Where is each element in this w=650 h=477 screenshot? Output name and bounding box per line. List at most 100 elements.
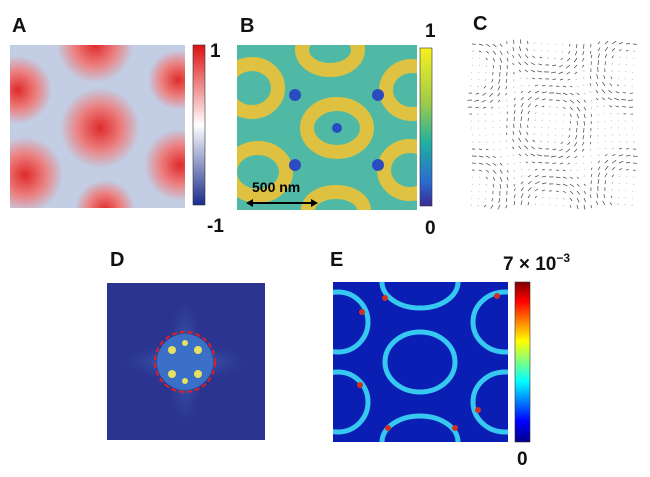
vector-arrow — [497, 204, 501, 210]
vector-arrow — [597, 59, 600, 66]
vector-arrow — [589, 155, 592, 158]
vector-arrow — [512, 138, 515, 143]
vector-arrow — [485, 64, 487, 67]
vector-arrow — [485, 57, 488, 61]
vector-arrow — [603, 113, 606, 115]
vector-arrow — [518, 53, 522, 59]
vector-arrow — [490, 204, 494, 209]
vector-arrow — [534, 104, 538, 108]
colorbar-max-exponent: −3 — [556, 251, 570, 265]
vector-arrow — [527, 40, 529, 45]
vector-arrow — [559, 148, 564, 152]
vector-arrow — [527, 201, 530, 206]
vector-arrow — [498, 197, 501, 203]
vector-arrow — [513, 103, 516, 108]
colorbar-min: 0 — [517, 449, 528, 470]
vector-arrow — [505, 139, 508, 143]
vector-arrow — [569, 113, 572, 117]
vector-arrow — [603, 194, 606, 199]
vector-arrow — [520, 84, 523, 87]
vector-arrow — [583, 197, 586, 202]
vector-arrow — [485, 176, 488, 180]
vector-arrow — [574, 50, 578, 56]
vector-arrow — [534, 84, 538, 87]
vector-arrow — [499, 169, 503, 174]
vector-arrow — [589, 194, 592, 199]
vector-arrow — [541, 119, 543, 122]
vector-arrow — [513, 85, 515, 88]
vector-arrow — [520, 175, 523, 178]
vector-arrow — [618, 56, 621, 59]
vector-arrow — [583, 92, 586, 95]
vector-arrow — [604, 40, 609, 45]
vector-arrow — [610, 113, 613, 115]
panel-label: E — [330, 249, 343, 271]
vector-arrow — [512, 146, 515, 150]
vector-arrow — [555, 197, 558, 199]
vector-arrow — [625, 63, 628, 66]
vector-arrow — [532, 139, 536, 143]
vector-arrow — [519, 161, 522, 164]
vector-arrow — [589, 90, 592, 94]
vector-arrow — [573, 57, 578, 63]
vector-arrow — [589, 148, 592, 151]
vector-arrow — [499, 176, 503, 182]
vector-arrow — [560, 141, 564, 145]
vector-arrow — [576, 120, 578, 126]
vector-arrow — [513, 176, 515, 180]
vector-arrow — [610, 195, 613, 199]
vector-arrow — [583, 99, 587, 103]
vector-arrow — [492, 43, 497, 48]
vector-arrow — [618, 49, 622, 52]
vector-arrow — [555, 120, 557, 123]
vector-arrow — [611, 181, 614, 185]
colorbar-max: 7 × 10−3 — [503, 251, 570, 275]
vector-arrow — [611, 147, 615, 150]
vector-arrow — [568, 50, 571, 54]
vector-arrow — [590, 113, 593, 117]
vector-arrow — [596, 105, 599, 108]
vector-arrow — [554, 134, 557, 136]
vector-arrow — [483, 85, 487, 89]
vector-arrow — [492, 169, 497, 174]
vector-arrow — [558, 71, 564, 75]
vector-arrow — [576, 99, 581, 104]
vector-arrow — [581, 148, 585, 152]
vector-arrow — [484, 197, 487, 201]
vector-arrow — [597, 166, 601, 171]
vector-arrow — [541, 182, 547, 185]
vector-arrow — [561, 134, 564, 137]
vector-arrow — [597, 47, 601, 52]
vector-arrow — [538, 63, 543, 66]
vector-arrow — [583, 113, 586, 119]
vector-arrow — [474, 99, 480, 102]
vector-arrow — [513, 169, 515, 172]
vector-arrow — [611, 153, 616, 157]
vector-arrow — [481, 99, 487, 103]
vector-arrow — [569, 92, 574, 96]
vector-arrow — [506, 176, 509, 181]
vector-arrow — [552, 78, 557, 80]
vector-arrow — [576, 113, 580, 119]
vector-arrow — [520, 116, 522, 122]
vector-arrow — [569, 43, 571, 47]
vector-arrow — [583, 190, 587, 195]
vector-arrow — [576, 204, 579, 210]
vector-arrow — [518, 145, 522, 150]
vector-arrow — [534, 90, 540, 94]
vector-arrow — [534, 112, 537, 115]
vector-arrow — [505, 78, 508, 83]
vector-arrow — [505, 197, 508, 202]
vector-arrow — [611, 62, 613, 66]
vector-arrow — [583, 120, 585, 126]
vector-arrow — [499, 148, 502, 150]
vector-arrow — [565, 64, 571, 69]
vector-arrow — [499, 43, 503, 47]
vector-arrow — [477, 78, 480, 81]
vector-arrow — [478, 64, 480, 67]
vector-arrow — [518, 46, 522, 52]
vector-arrow — [506, 162, 509, 165]
vector-arrow — [527, 187, 532, 192]
vector-arrow — [617, 77, 620, 80]
vector-arrow — [527, 181, 532, 185]
